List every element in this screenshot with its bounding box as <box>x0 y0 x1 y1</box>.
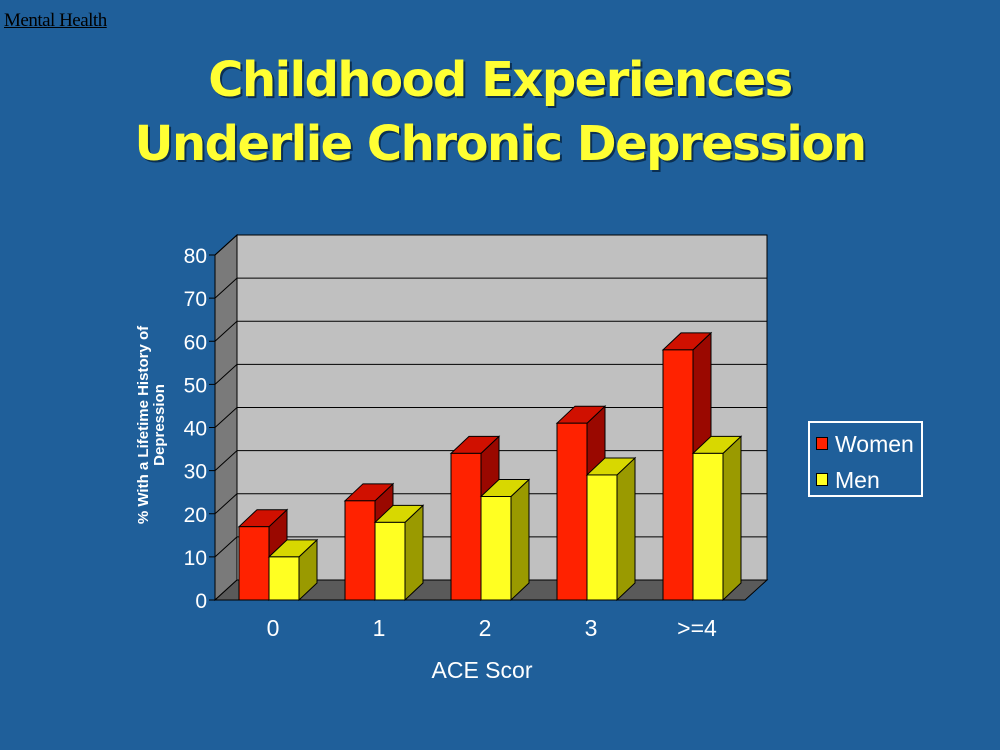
mental-health-link[interactable]: Mental Health <box>4 10 107 31</box>
slide-title: Childhood Experiences Underlie Chronic D… <box>0 48 1000 176</box>
y-tick-label: 60 <box>184 331 207 354</box>
legend-swatch-women <box>816 437 828 450</box>
x-tick-label: 0 <box>267 615 280 641</box>
y-tick-label: 10 <box>184 547 207 570</box>
y-tick-label: 50 <box>184 374 207 397</box>
x-tick-label: >=4 <box>677 615 717 641</box>
bar-men-2 <box>480 496 512 601</box>
y-tick-label: 80 <box>184 245 207 268</box>
bar-women-3 <box>556 422 588 601</box>
bar-women-2 <box>450 452 482 601</box>
bar-side <box>510 478 530 602</box>
gridline <box>214 363 767 385</box>
y-tick-label: 20 <box>184 504 207 527</box>
x-tick-label: 3 <box>585 615 598 641</box>
bar-women-4 <box>662 349 694 601</box>
y-tick-label: 70 <box>184 288 207 311</box>
bar-side <box>616 456 636 602</box>
y-axis-label: % With a Lifetime History of Depression <box>135 325 168 524</box>
x-tick-label: 2 <box>479 615 492 641</box>
bar-men-3 <box>586 474 618 601</box>
chart-legend: Women Men <box>808 421 923 497</box>
x-tick-label: 1 <box>373 615 386 641</box>
bar-side <box>722 435 742 602</box>
bar-men-1 <box>374 521 406 601</box>
legend-label-women: Women <box>835 431 914 457</box>
gridline <box>214 320 767 342</box>
legend-swatch-men <box>816 473 828 486</box>
bar-men-0 <box>268 556 300 601</box>
title-line-2: Underlie Chronic Depression <box>134 116 867 172</box>
bar-women-1 <box>344 500 376 601</box>
y-tick-label: 30 <box>184 461 207 484</box>
y-tick-label: 40 <box>184 418 207 441</box>
y-axis-label-line: Depression <box>151 384 168 466</box>
title-line-1: Childhood Experiences <box>208 52 793 108</box>
y-tick-label: 0 <box>195 590 207 613</box>
y-axis-label-line: % With a Lifetime History of <box>135 325 152 524</box>
bar-women-0 <box>238 526 270 601</box>
x-axis-label: ACE Scor <box>432 657 533 683</box>
bar-men-4 <box>692 452 724 601</box>
legend-label-men: Men <box>835 467 880 493</box>
gridline <box>214 234 767 256</box>
gridline <box>214 277 767 299</box>
